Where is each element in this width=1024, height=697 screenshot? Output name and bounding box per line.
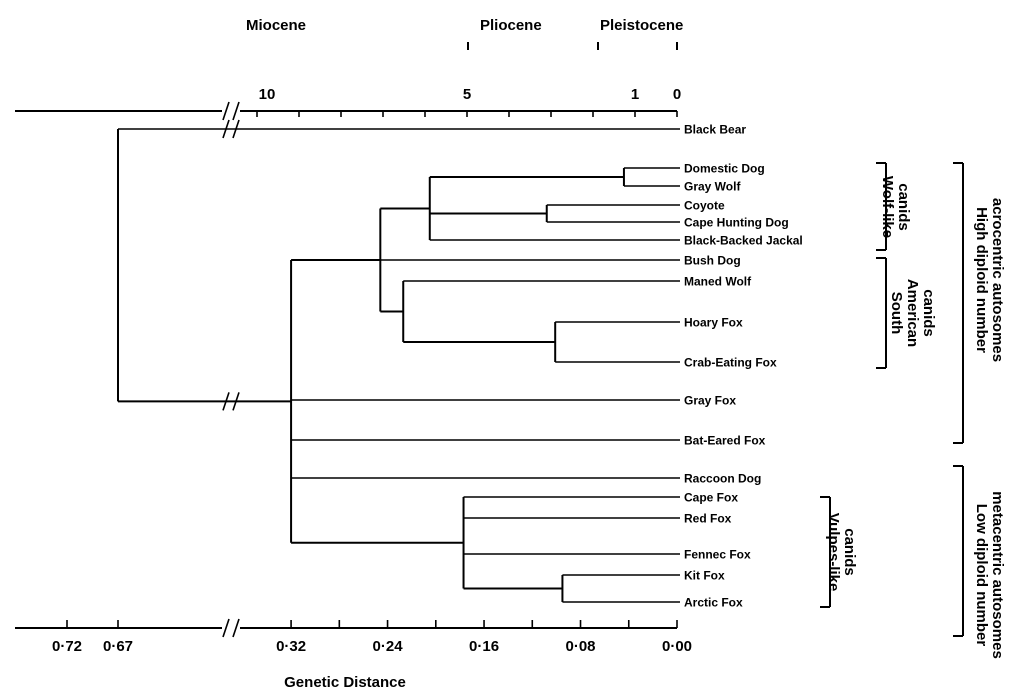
epoch-pleistocene: Pleistocene [600,17,683,34]
time-tick-label: 1 [631,86,639,103]
time-tick-label: 5 [463,86,471,103]
distance-tick-label: 0·67 [103,638,133,655]
group-vulpes-like-line: canids [841,528,858,576]
leaf-label: Domestic Dog [684,162,765,176]
leaf-label: Crab-Eating Fox [684,356,777,370]
leaf-label: Cape Hunting Dog [684,216,789,230]
distance-axis: Genetic Distance 0·72 0·67 0·32 0·24 0·16 0·0… [15,618,692,691]
axis-break-mark [232,119,240,139]
time-tick-label: 0 [673,86,681,103]
leaf-label: Gray Wolf [684,180,741,194]
leaf-label: Kit Fox [684,569,725,583]
group-wolf-like: Wolf-like canids [879,176,912,238]
axis-break-mark [232,101,240,121]
epoch-pliocene: Pliocene [480,17,542,34]
leaf-label: Hoary Fox [684,316,743,330]
distance-tick-label: 0·32 [276,638,306,655]
leaf-label: Black-Backed Jackal [684,234,803,248]
group-south-american-line: American [904,279,921,347]
distance-axis-title: Genetic Distance [284,674,406,691]
group-wolf-like-line: canids [895,183,912,231]
group-wolf-like-line: Wolf-like [879,176,896,238]
group-south-american-line: canids [920,289,937,337]
group-vulpes-like: Vulpes-like canids [825,513,858,592]
leaf-label: Fennec Fox [684,548,751,562]
group-low-diploid: Low diploid number metacentric autosomes [973,491,1006,659]
group-south-american-line: South [888,292,905,335]
tree: Black Bear Domestic Dog Gray Wolf Coyote Cap… [117,119,803,610]
leaf-label: Raccoon Dog [684,472,761,486]
distance-tick-label: 0·24 [373,638,404,655]
axis-break-mark [222,119,230,139]
axis-break-mark [232,392,240,411]
axis-break-mark [222,618,230,638]
distance-tick-label: 0·72 [52,638,82,655]
distance-tick-label: 0·16 [469,638,499,655]
leaf-label: Red Fox [684,512,732,526]
leaf-label: Bat-Eared Fox [684,434,766,448]
distance-tick-label: 0·08 [566,638,596,655]
group-vulpes-like-line: Vulpes-like [825,513,842,592]
group-high-diploid-line: High diploid number [973,207,990,353]
axis-break-mark [222,101,230,121]
time-axis: Miocene Pliocene Pleistocene 10 5 1 0 [15,17,683,121]
axis-break-mark [222,392,230,411]
axis-break-mark [232,618,240,638]
leaf-label: Cape Fox [684,491,738,505]
leaf-label: Maned Wolf [684,275,752,289]
distance-tick-label: 0·00 [662,638,692,655]
time-tick-label: 10 [259,86,276,103]
leaf-label: Coyote [684,199,725,213]
leaf-label: Arctic Fox [684,596,743,610]
group-high-diploid-line: acrocentric autosomes [989,198,1006,362]
epoch-miocene: Miocene [246,17,306,34]
group-low-diploid-line: Low diploid number [973,504,990,647]
group-low-diploid-line: metacentric autosomes [989,491,1006,659]
leaf-label: Black Bear [684,123,746,137]
group-high-diploid: High diploid number acrocentric autosomes [973,198,1006,362]
group-south-american: South American canids [888,279,937,347]
leaf-label: Gray Fox [684,394,736,408]
leaf-label: Bush Dog [684,254,741,268]
